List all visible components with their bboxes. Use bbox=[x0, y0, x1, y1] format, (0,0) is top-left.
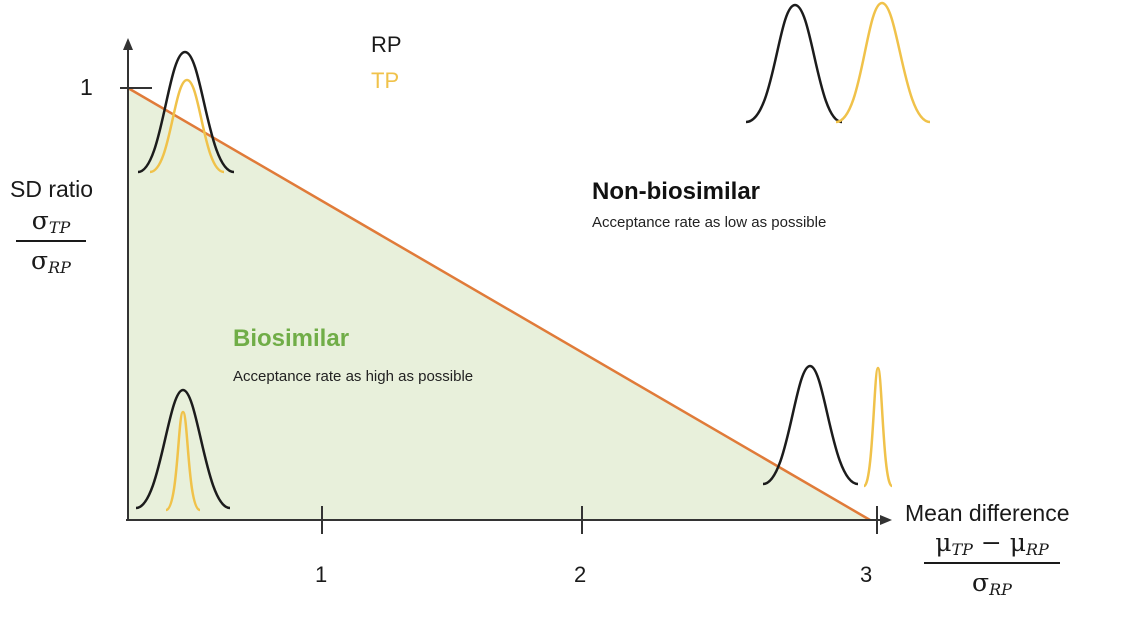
y-formula-numerator: σTP bbox=[31, 206, 71, 237]
tp-curve-top-right bbox=[835, 1, 931, 124]
tp-curve-top-left bbox=[149, 78, 225, 174]
y-axis-title: SD ratio bbox=[10, 176, 94, 202]
biosimilar-subtitle: Acceptance rate as high as possible bbox=[233, 368, 474, 385]
x-axis-formula: μTP − μRP σRP bbox=[924, 528, 1060, 599]
y-tick-label-one: 1 bbox=[80, 74, 93, 100]
x-formula-denominator: σRP bbox=[924, 562, 1060, 599]
equivalence-boundary-line bbox=[127, 86, 871, 522]
rp-curve-bottom-left bbox=[135, 388, 231, 510]
y-formula-denominator: σRP bbox=[16, 240, 86, 277]
non-biosimilar-subtitle: Acceptance rate as low as possible bbox=[592, 214, 827, 231]
biosimilar-title: Biosimilar bbox=[233, 325, 350, 352]
x-tick-label-2: 2 bbox=[574, 562, 587, 587]
x-formula-numerator: μTP − μRP bbox=[935, 528, 1049, 559]
rp-curve-top-right bbox=[745, 3, 843, 124]
non-biosimilar-title: Non-biosimilar bbox=[592, 178, 761, 205]
x-tick-label-1: 1 bbox=[315, 562, 328, 587]
y-axis-formula: σTP σRP bbox=[16, 206, 86, 277]
x-axis-arrow bbox=[880, 515, 892, 525]
legend-rp-label: RP bbox=[371, 32, 402, 57]
tp-curve-bottom-right bbox=[862, 366, 894, 488]
rp-curve-top-left bbox=[137, 50, 235, 174]
rp-curve-bottom-right bbox=[762, 364, 859, 486]
x-axis-title: Mean difference bbox=[905, 500, 1070, 526]
tp-curve-bottom-left bbox=[164, 410, 202, 512]
x-tick-label-3: 3 bbox=[860, 562, 873, 587]
y-axis-arrow bbox=[123, 38, 133, 50]
legend-tp-label: TP bbox=[371, 68, 400, 93]
